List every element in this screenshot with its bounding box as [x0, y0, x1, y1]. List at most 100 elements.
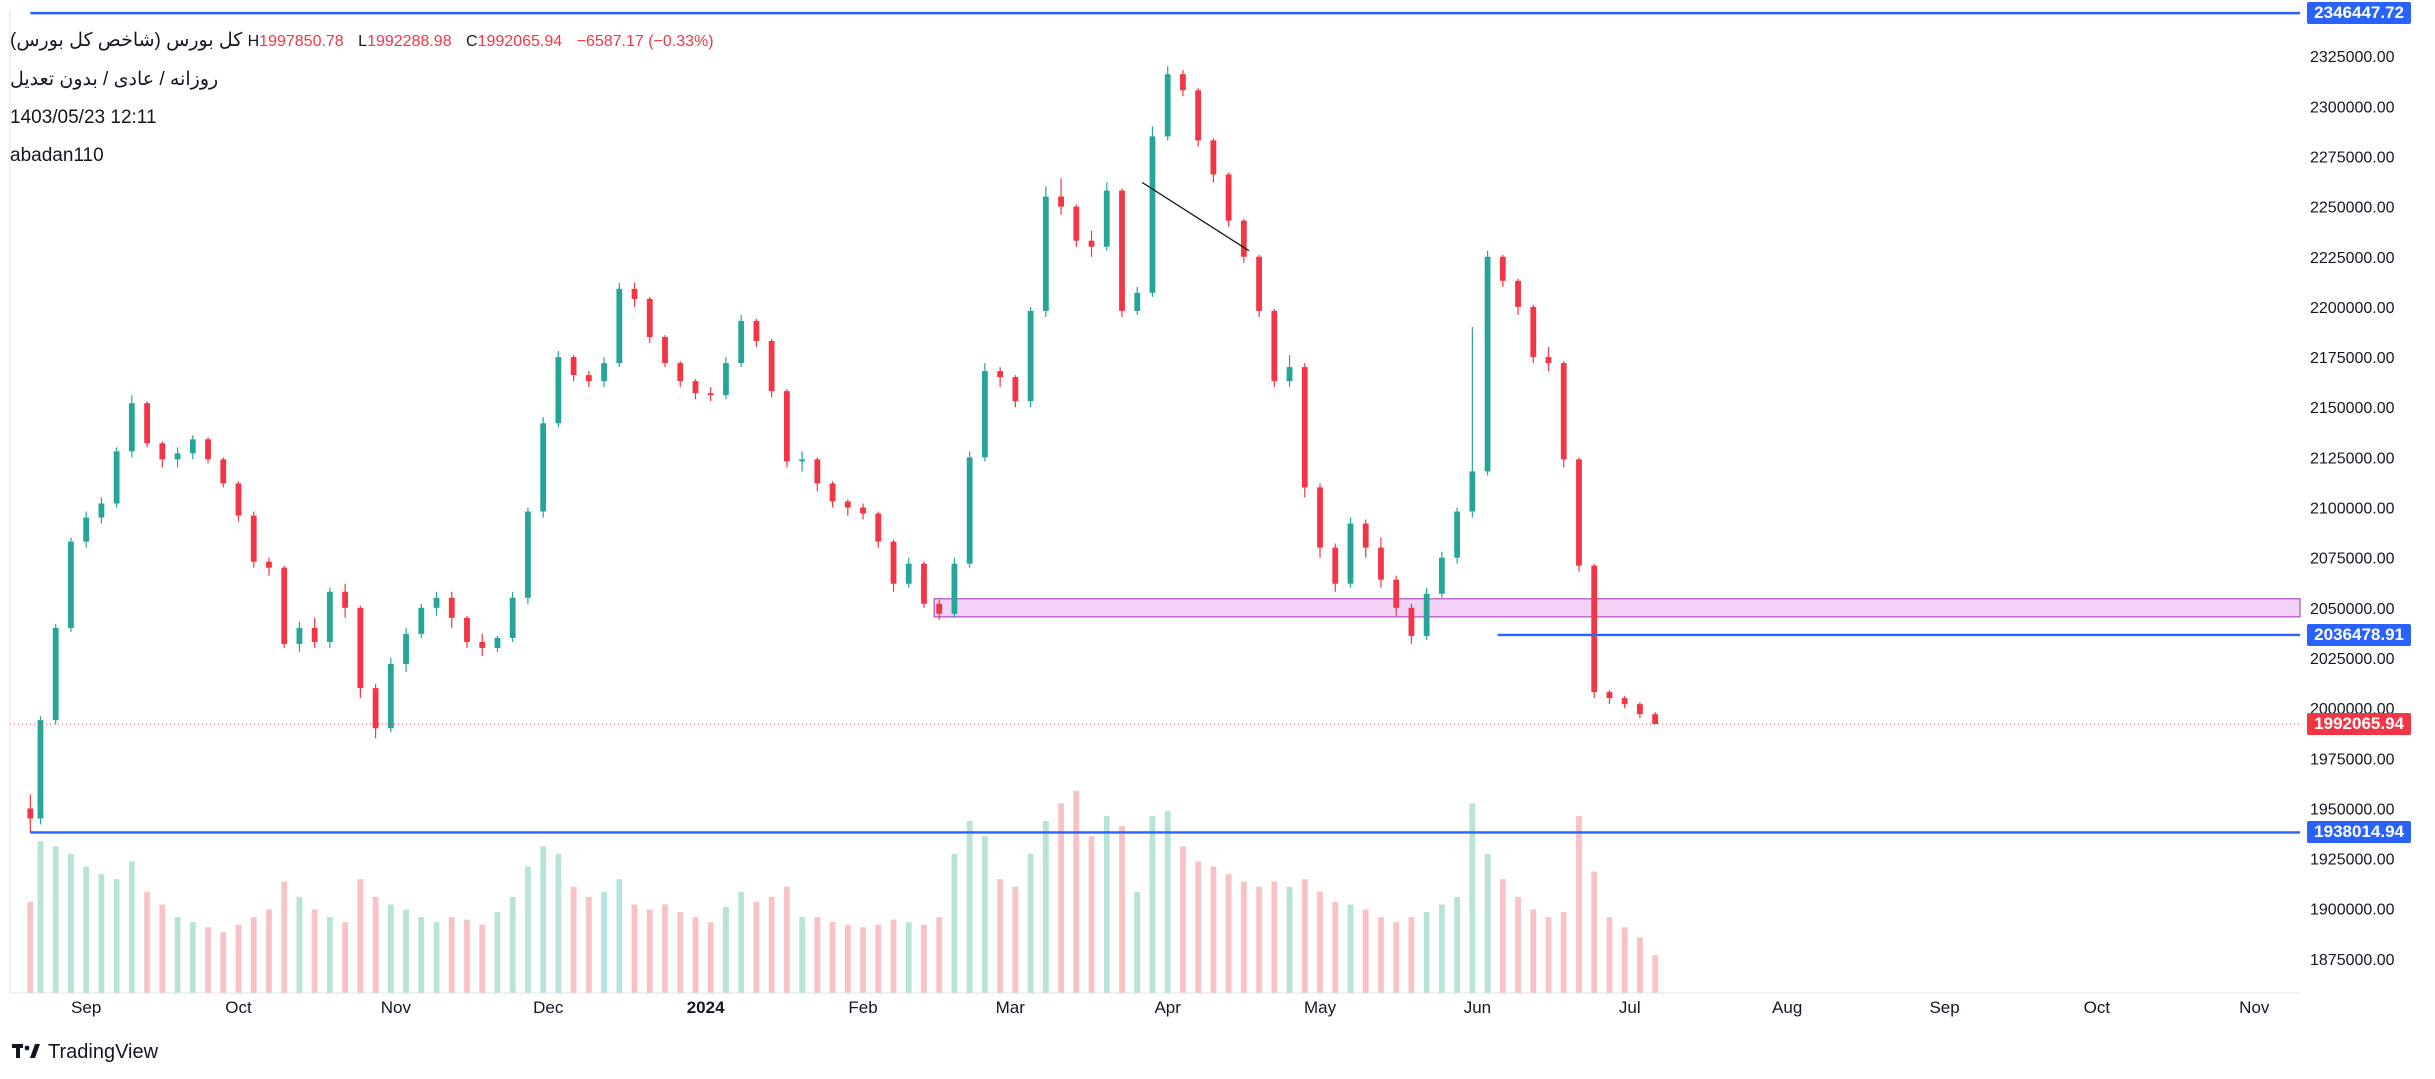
candle-body: [890, 541, 897, 584]
candle-body: [52, 627, 59, 721]
volume-bar: [1058, 803, 1064, 993]
volume-bar: [1301, 879, 1308, 993]
volume-bar: [692, 917, 699, 993]
time-tick-label: Mar: [996, 998, 1026, 1017]
volume-bar: [159, 904, 166, 993]
candle-body: [692, 381, 699, 394]
candle-body: [585, 375, 592, 382]
time-tick-label: Nov: [381, 998, 412, 1017]
volume-bar: [616, 879, 623, 993]
candle-body: [205, 439, 211, 460]
candle-body: [1484, 256, 1491, 472]
volume-bar: [1256, 886, 1262, 993]
candle-body: [707, 393, 714, 396]
volume-bar: [951, 853, 958, 993]
candle-body: [814, 459, 821, 484]
volume-bar: [1012, 886, 1019, 993]
volume-bar: [1027, 853, 1034, 993]
candle-body: [1393, 579, 1400, 608]
volume-bar: [738, 891, 745, 993]
volume-bar: [1378, 917, 1384, 993]
candle-body: [27, 808, 34, 819]
candle-body: [616, 288, 623, 364]
volume-bar: [1652, 955, 1659, 993]
time-tick-label: Nov: [2239, 998, 2270, 1017]
volume-bar: [525, 866, 531, 993]
candle-body: [235, 483, 242, 516]
tradingview-brand[interactable]: TradingView: [12, 1039, 158, 1065]
candle-body: [250, 515, 257, 562]
candle-body: [555, 357, 562, 424]
time-tick-label: Sep: [71, 998, 101, 1017]
volume-bar: [707, 922, 714, 993]
horizontal-lines[interactable]: [10, 11, 2300, 834]
trendline: [1141, 181, 1250, 252]
volume-bar: [357, 879, 364, 993]
candle-body: [1469, 471, 1476, 512]
tradingview-logo-icon: [12, 1039, 40, 1065]
volume-bar: [52, 846, 59, 993]
volume-bar: [875, 924, 882, 993]
volume-bar: [1286, 886, 1293, 993]
candle-body: [677, 363, 684, 382]
volume-bar: [1149, 815, 1156, 993]
candle-body: [1301, 367, 1308, 488]
symbol-name[interactable]: (کل بورس (شاخص کل بورس: [10, 30, 243, 51]
candle-body: [783, 391, 790, 462]
volume-bar: [1088, 836, 1095, 993]
price-tick-label: 2125000.00: [2310, 450, 2395, 467]
volume-bar: [1606, 917, 1613, 993]
price-tick-label: 2200000.00: [2310, 300, 2395, 317]
hline-price-tag: 1938014.94: [2307, 821, 2411, 844]
volume-bar: [1362, 909, 1369, 993]
candle-body: [1530, 306, 1537, 358]
time-tick-label: Oct: [2084, 998, 2111, 1017]
volume-bar: [1637, 937, 1643, 993]
candle-body: [37, 720, 44, 819]
candle-body: [1545, 357, 1552, 364]
candle-body: [1149, 136, 1156, 293]
close-label: C: [466, 33, 478, 50]
price-tick-label: 1950000.00: [2310, 801, 2395, 818]
volume-bar: [174, 917, 181, 993]
trendline-layer[interactable]: [1141, 181, 1250, 252]
price-axis[interactable]: 1875000.00 1900000.00 1925000.00 1950000.00…: [9, 10, 2395, 993]
price-tick-label: 2175000.00: [2310, 350, 2395, 367]
time-tick-label: Jul: [1619, 998, 1641, 1017]
volume-bar: [982, 836, 988, 993]
volume-bar: [464, 919, 470, 993]
volume-bar: [281, 881, 288, 993]
volume-bar: [585, 896, 592, 993]
time-axis[interactable]: Sep Oct Nov Dec 2024 Feb Mar Apr May Jun Jul Aug Sep…: [10, 992, 2300, 1017]
volume-bar: [326, 917, 333, 993]
volume-bar: [1454, 896, 1461, 993]
ohlc-values: H1997850.78 L1992288.98 C1992065.94 −658…: [248, 33, 724, 50]
hline-price-tag: 2346447.72: [2307, 2, 2411, 25]
candle-body: [159, 443, 166, 460]
candle-body: [662, 336, 668, 364]
candle-body: [1027, 310, 1034, 402]
price-tick-label: 2250000.00: [2310, 200, 2395, 217]
last-price-tag: 1992065.94: [2307, 713, 2411, 736]
volume-bar: [1332, 901, 1339, 993]
candle-body: [525, 511, 531, 598]
candle-body: [905, 563, 912, 584]
volume-bar: [403, 909, 409, 993]
volume-bar: [799, 917, 806, 993]
candle-body: [1195, 90, 1202, 141]
volume-bar: [723, 906, 729, 993]
time-tick-label: Oct: [225, 998, 252, 1017]
candle-body: [936, 603, 943, 614]
volume-bar: [1073, 790, 1080, 993]
support-zone[interactable]: [933, 598, 2301, 618]
candle-body: [1225, 174, 1232, 221]
volume-bar: [1621, 927, 1628, 993]
candle-body: [1103, 190, 1110, 247]
legend-symbol-row: (کل بورس (شاخص کل بورس H1997850.78 L1992…: [10, 22, 724, 61]
volume-bar: [1560, 912, 1567, 993]
candle-body: [1454, 511, 1461, 558]
volume-bar: [1469, 803, 1476, 993]
candle-body: [1271, 310, 1278, 382]
volume-bar: [540, 846, 547, 993]
